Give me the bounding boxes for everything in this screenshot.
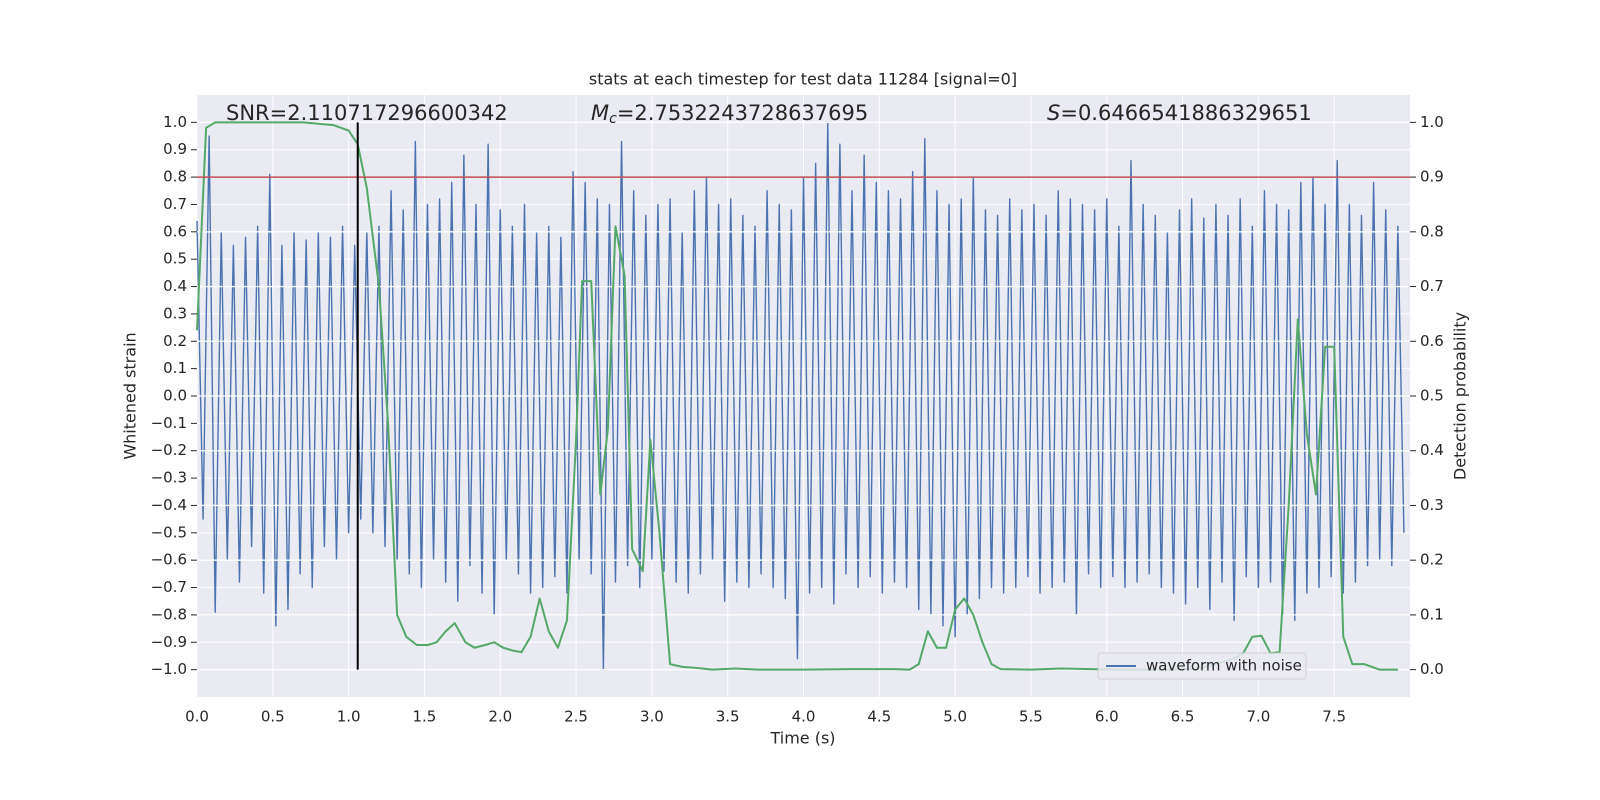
y2-tick-label: 1.0	[1420, 113, 1444, 131]
s-annotation: S=0.6466541886329651	[1047, 101, 1312, 125]
x-tick-label: 7.5	[1322, 708, 1346, 726]
chart-title: stats at each timestep for test data 112…	[589, 70, 1017, 89]
x-tick-label: 4.0	[792, 708, 816, 726]
overlay	[196, 121, 1410, 671]
y2-tick-label: 0.2	[1420, 551, 1444, 569]
y2-axis-label: Detection probability	[1451, 312, 1470, 480]
x-axis-label: Time (s)	[769, 729, 835, 748]
x-tick-label: 1.5	[413, 708, 437, 726]
legend-box	[1097, 652, 1307, 680]
x-tick-label: 1.0	[337, 708, 361, 726]
x-tick-label: 7.0	[1246, 708, 1270, 726]
y-tick-label: −0.6	[151, 551, 187, 569]
x-tick-label: 5.5	[1019, 708, 1043, 726]
y-tick-label: −0.7	[151, 578, 187, 596]
y-tick-label: 0.9	[163, 140, 187, 158]
y-tick-label: 0.0	[163, 387, 187, 405]
y-tick-label: −0.1	[151, 414, 187, 432]
y2-tick-label: 0.3	[1420, 496, 1444, 514]
y-tick-label: 0.4	[163, 277, 187, 295]
y-tick-label: −0.9	[151, 633, 187, 651]
y2-tick-label: 0.7	[1420, 277, 1444, 295]
series-line	[196, 121, 1398, 671]
y-tick-label: 0.6	[163, 222, 187, 240]
y-axis-label: Whitened strain	[121, 332, 140, 459]
x-tick-label: 3.0	[640, 708, 664, 726]
mc-symbol: M	[591, 101, 609, 125]
x-tick-label: 4.5	[867, 708, 891, 726]
x-tick-label: 6.5	[1171, 708, 1195, 726]
y-tick-label: −0.4	[151, 496, 187, 514]
mc-subscript: c	[609, 111, 617, 127]
y2-tick-label: 0.6	[1420, 332, 1444, 350]
y2-tick-label: 0.1	[1420, 605, 1444, 623]
x-tick-label: 0.5	[261, 708, 285, 726]
y-tick-label: 0.3	[163, 304, 187, 322]
y-tick-label: −0.2	[151, 441, 187, 459]
y-tick-label: 1.0	[163, 113, 187, 131]
y2-tick-label: 0.8	[1420, 222, 1444, 240]
snr-annotation: SNR=2.110717296600342	[226, 101, 508, 125]
marks	[196, 121, 1405, 671]
y-tick-label: −0.5	[151, 523, 187, 541]
y-tick-label: −1.0	[151, 660, 187, 678]
y-tick-label: 0.7	[163, 195, 187, 213]
y-tick-label: 0.1	[163, 359, 187, 377]
series-line	[196, 121, 1405, 671]
mc-value: =2.7532243728637695	[617, 101, 868, 125]
x-tick-label: 2.0	[488, 708, 512, 726]
legend-label: waveform with noise	[1146, 657, 1302, 675]
s-value: =0.6466541886329651	[1060, 101, 1311, 125]
x-tick-label: 0.0	[185, 708, 209, 726]
y2-tick-label: 0.0	[1420, 660, 1444, 678]
y-tick-label: 0.2	[163, 332, 187, 350]
x-tick-label: 2.5	[564, 708, 588, 726]
s-symbol: S	[1047, 101, 1060, 125]
y2-tick-label: 0.5	[1420, 387, 1444, 405]
y-tick-label: −0.8	[151, 605, 187, 623]
mc-annotation: Mc=2.7532243728637695	[591, 101, 868, 127]
y-tick-label: −0.3	[151, 469, 187, 487]
y2-tick-label: 0.4	[1420, 441, 1444, 459]
y-tick-label: 0.8	[163, 168, 187, 186]
x-tick-label: 5.0	[943, 708, 967, 726]
y2-tick-label: 0.9	[1420, 168, 1444, 186]
x-tick-label: 6.0	[1095, 708, 1119, 726]
x-tick-label: 3.5	[716, 708, 740, 726]
y-tick-label: 0.5	[163, 250, 187, 268]
